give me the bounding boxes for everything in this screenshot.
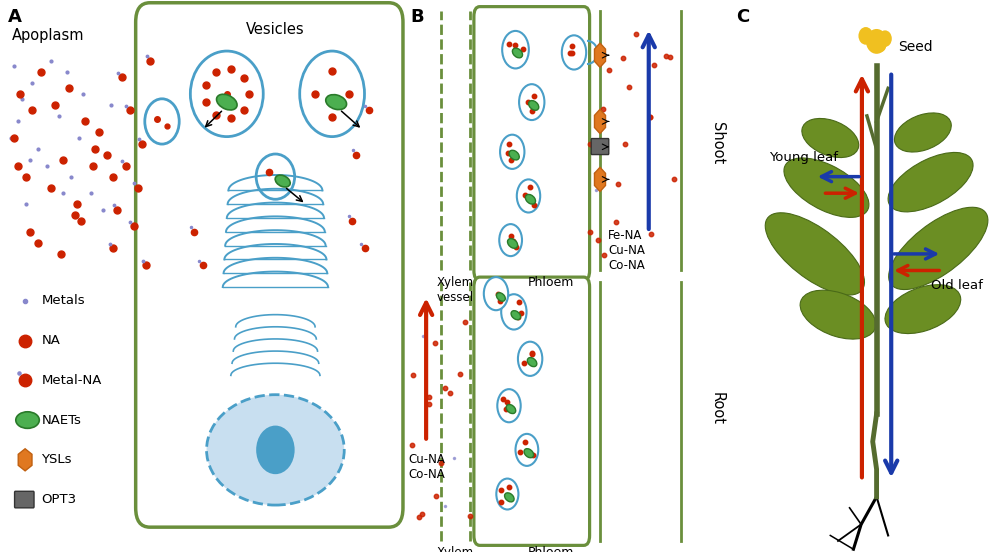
Ellipse shape [519,84,544,120]
Ellipse shape [802,119,859,157]
Text: Vesicles: Vesicles [246,22,305,37]
FancyBboxPatch shape [474,277,590,545]
Text: YSLs: YSLs [41,453,72,466]
Ellipse shape [527,358,537,367]
Ellipse shape [525,194,536,204]
Ellipse shape [529,100,539,110]
Ellipse shape [508,238,518,248]
FancyBboxPatch shape [591,139,609,155]
FancyBboxPatch shape [136,3,403,527]
Ellipse shape [889,207,988,290]
Ellipse shape [516,434,538,466]
Ellipse shape [894,113,951,152]
Ellipse shape [499,224,522,256]
Ellipse shape [496,293,505,301]
Ellipse shape [145,99,179,144]
Ellipse shape [190,51,263,136]
Ellipse shape [256,154,295,199]
Ellipse shape [275,175,290,187]
Ellipse shape [16,412,39,428]
Ellipse shape [497,389,521,422]
Polygon shape [594,167,606,192]
Ellipse shape [524,449,534,458]
Ellipse shape [326,94,347,110]
Polygon shape [594,43,606,67]
Ellipse shape [518,342,542,376]
Ellipse shape [256,426,295,474]
Ellipse shape [500,135,524,169]
Polygon shape [594,109,606,134]
Ellipse shape [885,285,961,333]
Text: Seed: Seed [898,40,932,54]
Text: Young leaf: Young leaf [769,151,838,164]
FancyBboxPatch shape [15,491,34,508]
Text: Apoplasm: Apoplasm [12,28,85,43]
Ellipse shape [888,152,973,212]
Ellipse shape [765,213,864,295]
Ellipse shape [207,395,344,505]
Ellipse shape [217,94,237,110]
Text: Xylem
vessel: Xylem vessel [437,546,474,552]
Ellipse shape [784,158,869,217]
Text: Fe-NA
Cu-NA
Co-NA: Fe-NA Cu-NA Co-NA [608,229,645,272]
Ellipse shape [509,150,519,160]
FancyBboxPatch shape [474,7,590,280]
Text: Shoot: Shoot [710,123,724,164]
Ellipse shape [484,277,508,310]
Ellipse shape [511,311,521,320]
Ellipse shape [506,405,516,413]
Ellipse shape [875,39,886,52]
Ellipse shape [878,30,892,47]
Text: Phloem: Phloem [528,546,574,552]
Text: Phloem: Phloem [528,276,574,289]
Ellipse shape [496,479,518,509]
Text: NA: NA [41,334,60,347]
Ellipse shape [800,290,876,339]
Ellipse shape [517,179,540,213]
Polygon shape [18,449,32,471]
Text: C: C [736,8,749,26]
Ellipse shape [300,51,364,136]
Ellipse shape [501,294,527,330]
Ellipse shape [858,27,873,45]
Text: B: B [410,8,424,26]
Text: Xylem
vessel: Xylem vessel [437,276,474,304]
Text: Metal-NA: Metal-NA [41,374,102,387]
Ellipse shape [512,48,523,58]
Ellipse shape [866,29,887,54]
Text: A: A [8,8,22,26]
Text: Root: Root [710,392,724,425]
Ellipse shape [502,31,529,68]
Text: Metals: Metals [41,294,85,307]
Text: NAETs: NAETs [41,413,81,427]
Ellipse shape [562,35,586,70]
Text: Cu-NA
Co-NA: Cu-NA Co-NA [408,453,445,481]
Ellipse shape [505,493,514,502]
Text: Old leaf: Old leaf [931,279,982,292]
Text: OPT3: OPT3 [41,493,76,506]
